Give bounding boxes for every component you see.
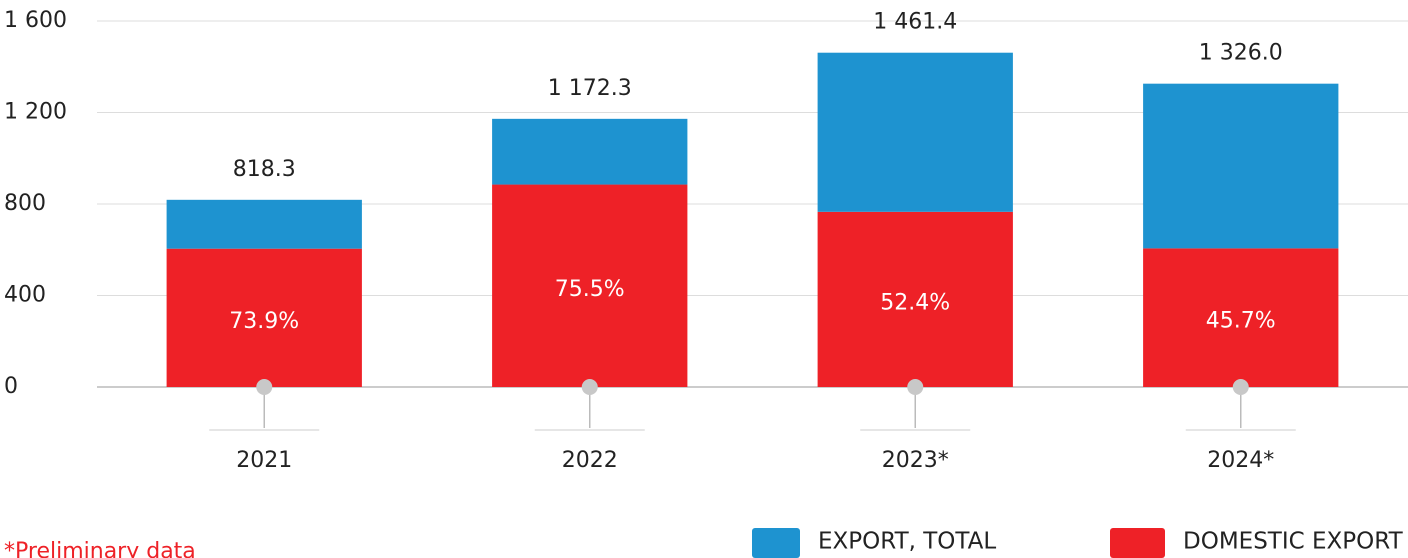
x-tick-label: 2023* — [882, 448, 949, 473]
share-label: 73.9% — [229, 309, 299, 334]
legend-swatch — [1110, 528, 1165, 558]
legend-label: DOMESTIC EXPORT — [1183, 529, 1404, 555]
x-tick-dot — [1232, 379, 1249, 395]
bar-segment — [817, 211, 1013, 387]
bar-segment — [166, 199, 362, 249]
bar-segment — [817, 52, 1013, 212]
total-label: 818.3 — [233, 157, 296, 182]
share-label: 52.4% — [880, 290, 950, 315]
share-label: 75.5% — [555, 277, 625, 302]
x-tick-dot — [907, 379, 924, 395]
share-label: 45.7% — [1206, 309, 1276, 334]
x-tick-label: 2024* — [1207, 448, 1274, 473]
legend-swatch — [752, 528, 800, 558]
x-tick-dot — [581, 379, 598, 395]
footnote: *Preliminary data — [4, 539, 196, 558]
y-tick-label: 0 — [4, 374, 18, 399]
x-tick-dot — [256, 379, 273, 395]
x-tick-label: 2022 — [562, 448, 618, 473]
y-tick-label: 1 200 — [4, 100, 67, 125]
bar-segment — [492, 184, 688, 387]
total-label: 1 326.0 — [1199, 41, 1283, 66]
y-tick-label: 400 — [4, 283, 46, 308]
total-label: 1 461.4 — [873, 10, 957, 35]
y-tick-label: 1 600 — [4, 8, 67, 33]
y-tick-label: 800 — [4, 191, 46, 216]
bar-segment — [166, 248, 362, 387]
x-tick-label: 2021 — [236, 448, 292, 473]
bar-segment — [1143, 83, 1339, 249]
bar-segment — [492, 118, 688, 185]
total-label: 1 172.3 — [548, 76, 632, 101]
bar-segment — [1143, 248, 1339, 387]
legend-label: EXPORT, TOTAL — [818, 529, 996, 555]
